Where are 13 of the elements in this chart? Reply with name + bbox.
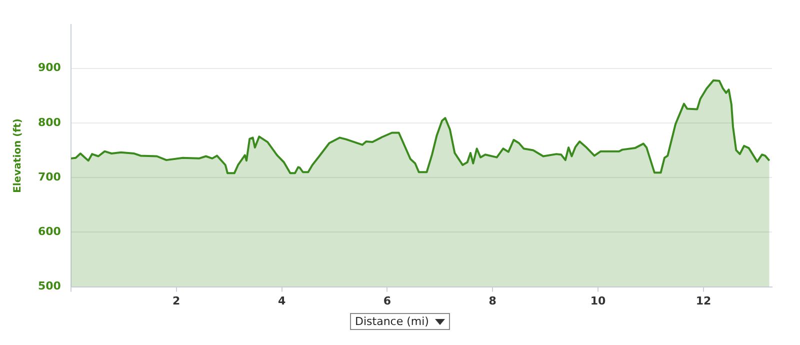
x-tick-label: 8 [488,294,496,308]
x-tick-label: 6 [383,294,392,308]
y-tick-label: 600 [38,225,62,238]
x-axis-title: Distance (mi) [355,315,429,328]
y-tick-label: 500 [38,280,62,293]
y-tick-label: 800 [38,116,62,129]
x-tick-label: 10 [590,294,606,308]
x-tick-label: 12 [696,294,712,308]
x-tick-label: 4 [278,294,286,308]
y-axis-title: Elevation (ft) [12,118,24,193]
x-tick-label: 2 [172,294,180,308]
y-tick-label: 900 [38,61,62,74]
y-tick-label: 700 [38,170,62,184]
